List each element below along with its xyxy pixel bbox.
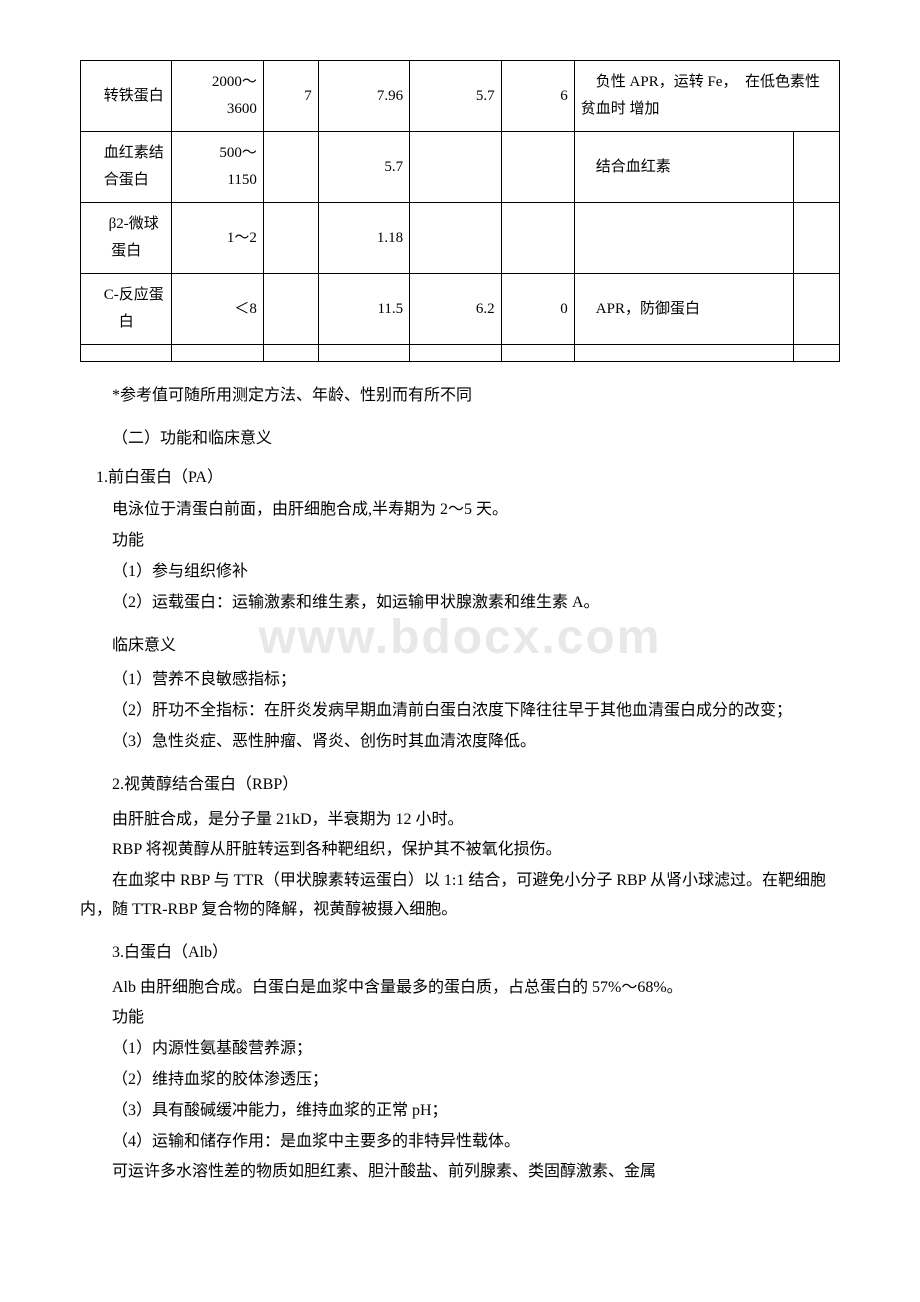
section-title: （二）功能和临床意义 xyxy=(80,425,840,454)
item1-p3: （1）营养不良敏感指标； xyxy=(80,666,840,695)
cell-val: 0 xyxy=(501,274,574,345)
item3-p2: （2）维持血浆的胶体渗透压； xyxy=(80,1066,840,1095)
cell-val xyxy=(263,203,318,274)
cell-empty xyxy=(794,203,840,274)
item1-p4: （2）肝功不全指标：在肝炎发病早期血清前白蛋白浓度下降往往早于其他血清蛋白成分的… xyxy=(80,697,840,726)
cell-range: ＜8 xyxy=(172,274,263,345)
item3-line1: Alb 由肝细胞合成。白蛋白是血浆中含量最多的蛋白质，占总蛋白的 57%～68%… xyxy=(80,974,840,1003)
table-row: 转铁蛋白 2000～3600 7 7.96 5.7 6 负性 APR，运转 Fe… xyxy=(81,61,840,132)
cell-name: 血红素结合蛋白 xyxy=(81,132,172,203)
table-row: β2-微球蛋白 1～2 1.18 xyxy=(81,203,840,274)
item1-line1: 电泳位于清蛋白前面，由肝细胞合成,半寿期为 2～5 天。 xyxy=(80,496,840,525)
item2-line1: 由肝脏合成，是分子量 21kD，半衰期为 12 小时。 xyxy=(80,806,840,835)
cell-val xyxy=(410,132,501,203)
cell-range: 2000～3600 xyxy=(172,61,263,132)
cell-desc xyxy=(574,203,793,274)
cell-desc: 结合血红素 xyxy=(574,132,793,203)
cell-range: 500～1150 xyxy=(172,132,263,203)
cell-val: 6 xyxy=(501,61,574,132)
item3-p1: （1）内源性氨基酸营养源； xyxy=(80,1035,840,1064)
cell-val: 5.7 xyxy=(410,61,501,132)
cell-empty xyxy=(410,345,501,362)
item3-line3: 可运许多水溶性差的物质如胆红素、胆汁酸盐、前列腺素、类固醇激素、金属 xyxy=(80,1158,840,1187)
item1-p5: （3）急性炎症、恶性肿瘤、肾炎、创伤时其血清浓度降低。 xyxy=(80,728,840,757)
cell-name: β2-微球蛋白 xyxy=(81,203,172,274)
cell-val: 11.5 xyxy=(318,274,409,345)
document-content: 转铁蛋白 2000～3600 7 7.96 5.7 6 负性 APR，运转 Fe… xyxy=(80,60,840,1187)
cell-empty xyxy=(794,132,840,203)
cell-val xyxy=(263,132,318,203)
cell-empty xyxy=(81,345,172,362)
cell-val: 7.96 xyxy=(318,61,409,132)
item1-heading: 1.前白蛋白（PA） xyxy=(80,464,840,493)
cell-val xyxy=(501,132,574,203)
cell-name: 转铁蛋白 xyxy=(81,61,172,132)
cell-empty xyxy=(574,345,793,362)
cell-desc: 负性 APR，运转 Fe， 在低色素性贫血时 增加 xyxy=(574,61,839,132)
item3-line2: 功能 xyxy=(80,1004,840,1033)
cell-range: 1～2 xyxy=(172,203,263,274)
table-row-empty xyxy=(81,345,840,362)
table-row: 血红素结合蛋白 500～1150 5.7 结合血红素 xyxy=(81,132,840,203)
item1-p2: （2）运载蛋白：运输激素和维生素，如运输甲状腺激素和维生素 A。 xyxy=(80,589,840,618)
cell-empty xyxy=(318,345,409,362)
item1-line3: 临床意义 xyxy=(80,632,840,661)
cell-empty xyxy=(172,345,263,362)
cell-empty xyxy=(794,345,840,362)
item2-line3: 在血浆中 RBP 与 TTR（甲状腺素转运蛋白）以 1:1 结合，可避免小分子 … xyxy=(80,867,840,925)
cell-desc: APR，防御蛋白 xyxy=(574,274,793,345)
cell-val: 5.7 xyxy=(318,132,409,203)
item1-p1: （1）参与组织修补 xyxy=(80,558,840,587)
item3-p4: （4）运输和储存作用：是血浆中主要多的非特异性载体。 xyxy=(80,1128,840,1157)
cell-empty xyxy=(501,345,574,362)
item2-heading: 2.视黄醇结合蛋白（RBP） xyxy=(80,771,840,800)
cell-val xyxy=(410,203,501,274)
cell-val xyxy=(501,203,574,274)
cell-name: C-反应蛋白 xyxy=(81,274,172,345)
protein-table: 转铁蛋白 2000～3600 7 7.96 5.7 6 负性 APR，运转 Fe… xyxy=(80,60,840,362)
cell-val: 6.2 xyxy=(410,274,501,345)
item1-line2: 功能 xyxy=(80,527,840,556)
item3-heading: 3.白蛋白（Alb） xyxy=(80,939,840,968)
cell-empty xyxy=(794,274,840,345)
cell-val: 1.18 xyxy=(318,203,409,274)
cell-val: 7 xyxy=(263,61,318,132)
cell-val xyxy=(263,274,318,345)
table-footnote: *参考值可随所用测定方法、年龄、性别而有所不同 xyxy=(80,382,840,411)
item2-line2: RBP 将视黄醇从肝脏转运到各种靶组织，保护其不被氧化损伤。 xyxy=(80,836,840,865)
table-row: C-反应蛋白 ＜8 11.5 6.2 0 APR，防御蛋白 xyxy=(81,274,840,345)
item3-p3: （3）具有酸碱缓冲能力，维持血浆的正常 pH； xyxy=(80,1097,840,1126)
cell-empty xyxy=(263,345,318,362)
